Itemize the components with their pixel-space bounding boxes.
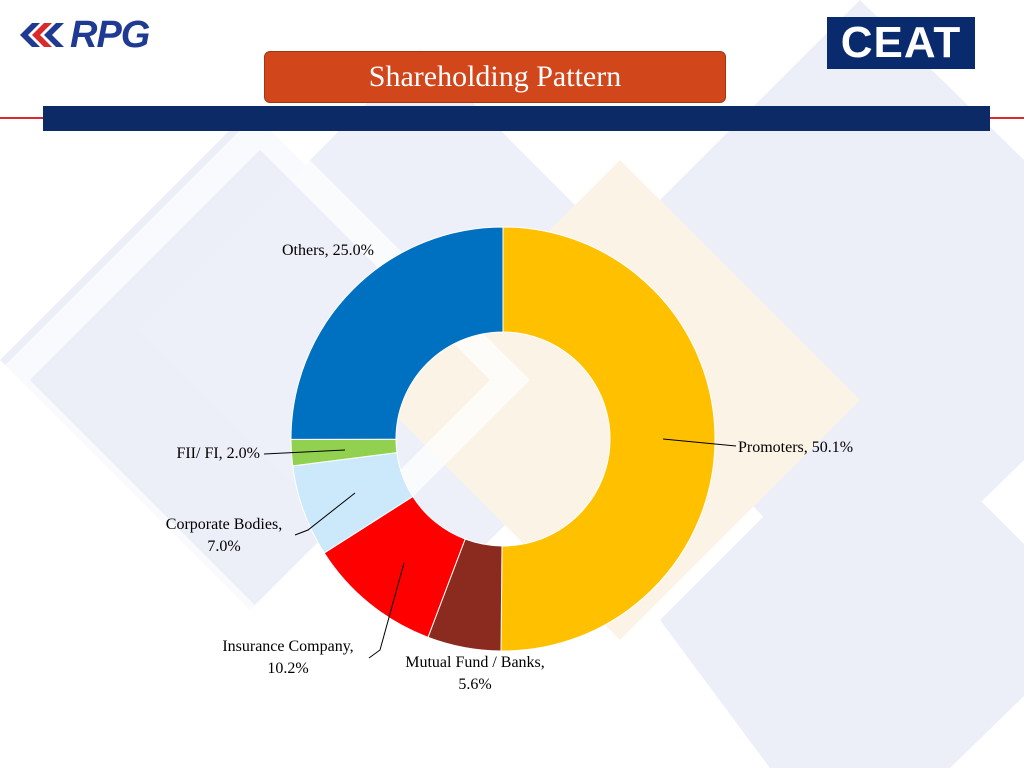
slice-others (290, 226, 504, 440)
watermark-diamond-bottom-right (660, 400, 1024, 768)
data-label-mutual-fund-banks: Mutual Fund / Banks, 5.6% (405, 654, 545, 693)
title-banner: Shareholding Pattern (264, 51, 726, 103)
data-label-fii-fi: FII/ FI, 2.0% (176, 445, 260, 462)
rpg-logo: RPG (18, 14, 188, 56)
leader-line-fii-fi (263, 449, 346, 455)
page-title: Shareholding Pattern (368, 60, 622, 93)
data-label-corporate-bodies: Corporate Bodies, 7.0% (166, 516, 282, 555)
data-label-promoters: Promoters, 50.1% (738, 439, 853, 456)
leader-line-corporate-bodies (294, 492, 356, 536)
rpg-arrows-icon (20, 23, 64, 47)
leader-line-promoters (662, 438, 737, 447)
rpg-logo-text: RPG (70, 14, 150, 56)
data-label-others: Others, 25.0% (282, 242, 374, 259)
leader-line-insurance-company (368, 562, 405, 659)
ceat-logo: CEAT (827, 17, 975, 69)
slice-promoters (500, 226, 716, 652)
data-label-insurance-company: Insurance Company, 10.2% (222, 638, 353, 677)
ceat-logo-text: CEAT (840, 18, 962, 67)
header-bar (43, 106, 990, 131)
